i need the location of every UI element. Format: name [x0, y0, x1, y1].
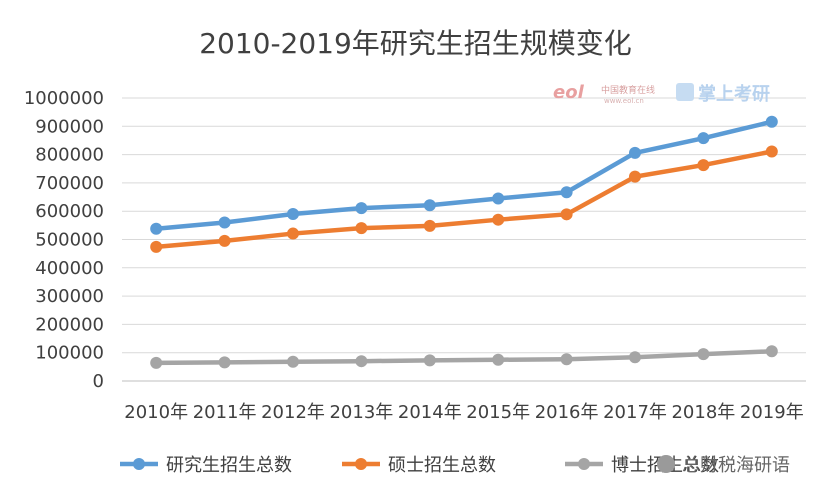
data-point	[287, 208, 299, 221]
y-tick-label: 500000	[35, 230, 104, 251]
data-point	[218, 234, 231, 247]
x-tick-label: 2015年	[466, 402, 530, 423]
watermark: eol 中国教育在线 www.eol.cn 掌上考研 总财税海研语	[553, 82, 790, 476]
legend: 研究生招生总数硕士招生总数博士招生总数	[120, 455, 719, 476]
kaoyan-logo-text: 掌上考研	[698, 83, 770, 105]
series-layer	[150, 115, 778, 369]
series-2	[150, 145, 778, 253]
legend-marker	[578, 458, 590, 470]
data-point	[355, 222, 368, 235]
y-tick-label: 200000	[35, 314, 104, 335]
y-tick-label: 800000	[35, 145, 104, 166]
data-point	[629, 146, 641, 159]
series-1	[150, 115, 778, 235]
chart-title: 2010-2019年研究生招生规模变化	[199, 27, 632, 60]
x-axis-ticks: 2010年 2011年 2012年 2013年 2014年 2015年 2016年 2017年…	[124, 402, 803, 423]
series-line	[153, 119, 775, 231]
x-tick-label: 2011年	[193, 402, 257, 423]
data-point	[560, 208, 573, 221]
legend-marker	[355, 458, 367, 470]
legend-label: 硕士招生总数	[388, 455, 496, 476]
x-tick-label: 2017年	[603, 402, 667, 423]
data-point	[423, 219, 436, 232]
legend-item: 研究生招生总数	[120, 455, 292, 476]
data-point	[629, 170, 641, 183]
x-tick-label: 2013年	[329, 402, 393, 423]
x-tick-label: 2018年	[671, 402, 735, 423]
data-point	[765, 115, 778, 128]
data-point	[697, 348, 710, 361]
data-point	[423, 354, 436, 367]
x-tick-label: 2010年	[124, 402, 188, 423]
data-point	[423, 199, 436, 212]
data-point	[150, 240, 163, 253]
kaoyan-logo-icon	[676, 83, 694, 101]
x-tick-label: 2016年	[535, 402, 599, 423]
data-point	[765, 345, 778, 358]
y-tick-label: 900000	[35, 116, 104, 137]
legend-marker	[133, 458, 145, 470]
data-point	[355, 355, 368, 368]
data-point	[218, 356, 231, 369]
data-point	[150, 222, 163, 235]
x-tick-label: 2012年	[261, 402, 325, 423]
y-tick-label: 300000	[35, 286, 104, 307]
y-tick-label: 0	[93, 371, 104, 392]
x-tick-label: 2014年	[398, 402, 462, 423]
data-point	[492, 213, 505, 226]
y-tick-label: 700000	[35, 173, 104, 194]
data-point	[629, 351, 641, 364]
data-point	[287, 355, 299, 368]
data-point	[287, 227, 299, 240]
data-point	[150, 356, 163, 369]
eol-logo: eol	[553, 82, 585, 103]
data-point	[492, 353, 505, 366]
y-tick-label: 1000000	[24, 88, 104, 109]
y-tick-label: 600000	[35, 201, 104, 222]
data-point	[355, 202, 368, 215]
wechat-watermark: 总财税海研语	[682, 455, 790, 476]
legend-item: 硕士招生总数	[342, 455, 496, 476]
data-point	[697, 132, 710, 145]
wechat-icon	[657, 455, 675, 473]
y-axis-ticks: 0 100000 200000 300000 400000 500000 600000 700…	[24, 88, 104, 392]
eol-site-text: 中国教育在线	[601, 84, 655, 96]
data-point	[560, 186, 573, 199]
x-tick-label: 2019年	[740, 402, 804, 423]
series-3	[150, 345, 778, 369]
data-point	[492, 192, 505, 205]
series-line	[153, 149, 775, 250]
data-point	[765, 145, 778, 158]
data-point	[218, 216, 231, 229]
series-line	[153, 349, 775, 366]
y-tick-label: 400000	[35, 258, 104, 279]
eol-url-text: www.eol.cn	[604, 97, 644, 105]
data-point	[560, 353, 573, 366]
data-point	[697, 159, 710, 172]
legend-label: 研究生招生总数	[166, 455, 292, 476]
y-tick-label: 100000	[35, 343, 104, 364]
